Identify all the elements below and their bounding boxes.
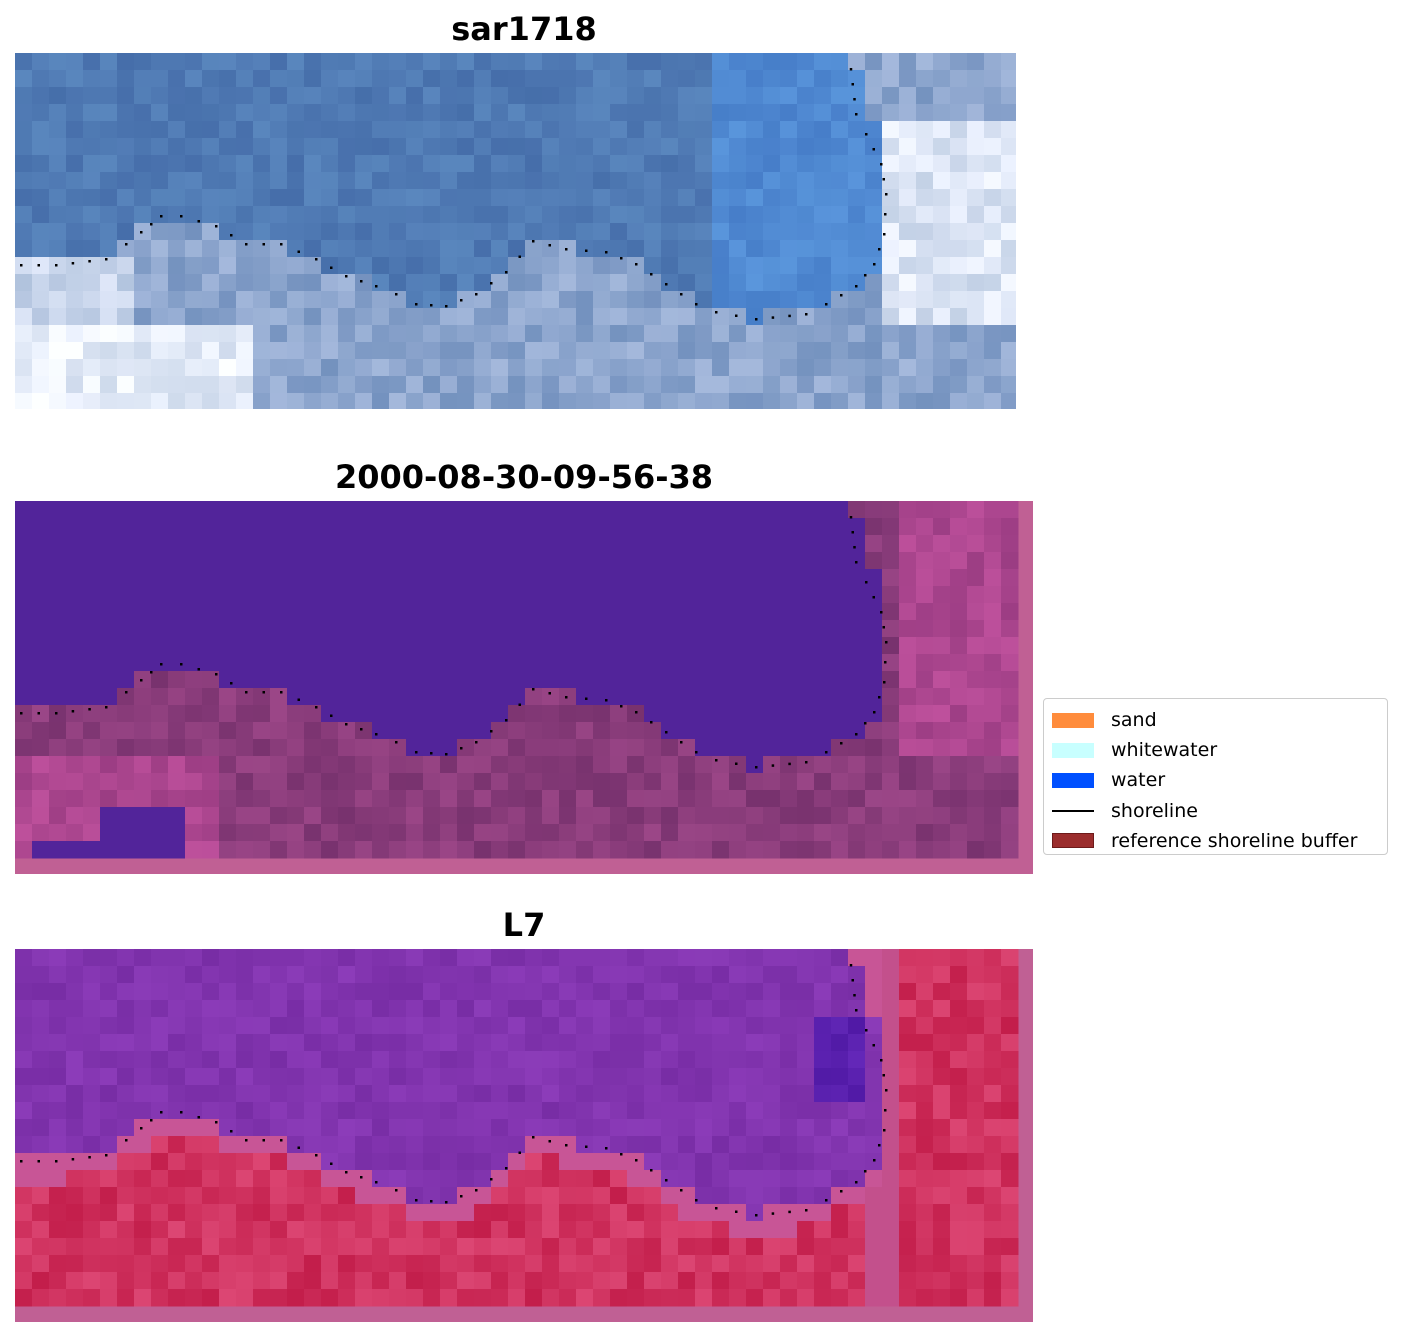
rgb-image	[15, 53, 1016, 409]
legend-label: shoreline	[1111, 799, 1198, 822]
panel-title-rgb: sar1718	[451, 10, 597, 48]
legend-item-whitewater: whitewater	[1052, 735, 1379, 765]
rgb-image-panel	[15, 53, 1016, 409]
index-image-panel	[15, 949, 1033, 1322]
legend-label: water	[1111, 769, 1166, 792]
whitewater-swatch	[1052, 742, 1094, 758]
panel-title-classified: 2000-08-30-09-56-38	[334, 458, 714, 496]
panel-title-index: L7	[502, 906, 546, 944]
classified-image	[15, 501, 1033, 874]
water-swatch	[1052, 772, 1094, 788]
legend-label: whitewater	[1111, 739, 1218, 762]
legend-label: sand	[1111, 709, 1157, 732]
shoreline-line-swatch	[1052, 809, 1094, 812]
legend-item-sand: sand	[1052, 705, 1379, 735]
classified-image-panel	[15, 501, 1033, 874]
reference-buffer-swatch	[1052, 833, 1094, 849]
index-image	[15, 949, 1033, 1322]
legend-item-reference-buffer: reference shoreline buffer	[1052, 826, 1379, 856]
legend-item-water: water	[1052, 765, 1379, 795]
legend: sand whitewater water shoreline referenc…	[1043, 698, 1388, 855]
sand-swatch	[1052, 712, 1094, 728]
legend-item-shoreline: shoreline	[1052, 796, 1379, 826]
legend-label: reference shoreline buffer	[1111, 829, 1358, 852]
